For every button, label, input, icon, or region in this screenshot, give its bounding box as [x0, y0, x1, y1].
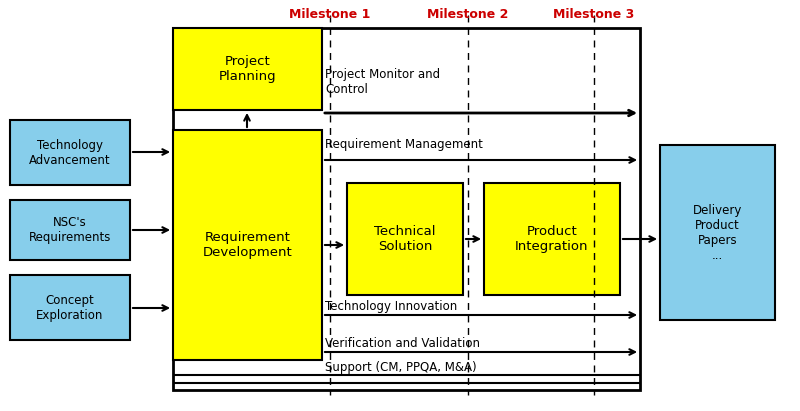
- Text: Technology
Advancement: Technology Advancement: [29, 139, 111, 166]
- Text: Milestone 3: Milestone 3: [554, 8, 634, 21]
- Text: Concept
Exploration: Concept Exploration: [36, 293, 104, 321]
- Text: Project
Planning: Project Planning: [218, 55, 276, 83]
- Text: Product
Integration: Product Integration: [515, 225, 589, 253]
- FancyBboxPatch shape: [484, 183, 620, 295]
- Text: Technology Innovation: Technology Innovation: [325, 300, 458, 313]
- Text: Technical
Solution: Technical Solution: [374, 225, 436, 253]
- Text: Verification and Validation: Verification and Validation: [325, 337, 480, 350]
- Text: Project Monitor and
Control: Project Monitor and Control: [325, 68, 440, 96]
- Text: Requirement
Development: Requirement Development: [202, 231, 292, 259]
- FancyBboxPatch shape: [10, 120, 130, 185]
- Text: Milestone 2: Milestone 2: [427, 8, 509, 21]
- FancyBboxPatch shape: [660, 145, 775, 320]
- Text: Milestone 1: Milestone 1: [290, 8, 370, 21]
- FancyBboxPatch shape: [173, 28, 322, 110]
- FancyBboxPatch shape: [173, 130, 322, 360]
- Text: Support (CM, PPQA, M&A): Support (CM, PPQA, M&A): [325, 361, 477, 374]
- Text: Delivery
Product
Papers
...: Delivery Product Papers ...: [693, 203, 742, 261]
- Text: NSC's
Requirements: NSC's Requirements: [29, 216, 111, 244]
- FancyBboxPatch shape: [347, 183, 463, 295]
- FancyBboxPatch shape: [10, 275, 130, 340]
- FancyBboxPatch shape: [10, 200, 130, 260]
- Text: Requirement Management: Requirement Management: [325, 138, 483, 151]
